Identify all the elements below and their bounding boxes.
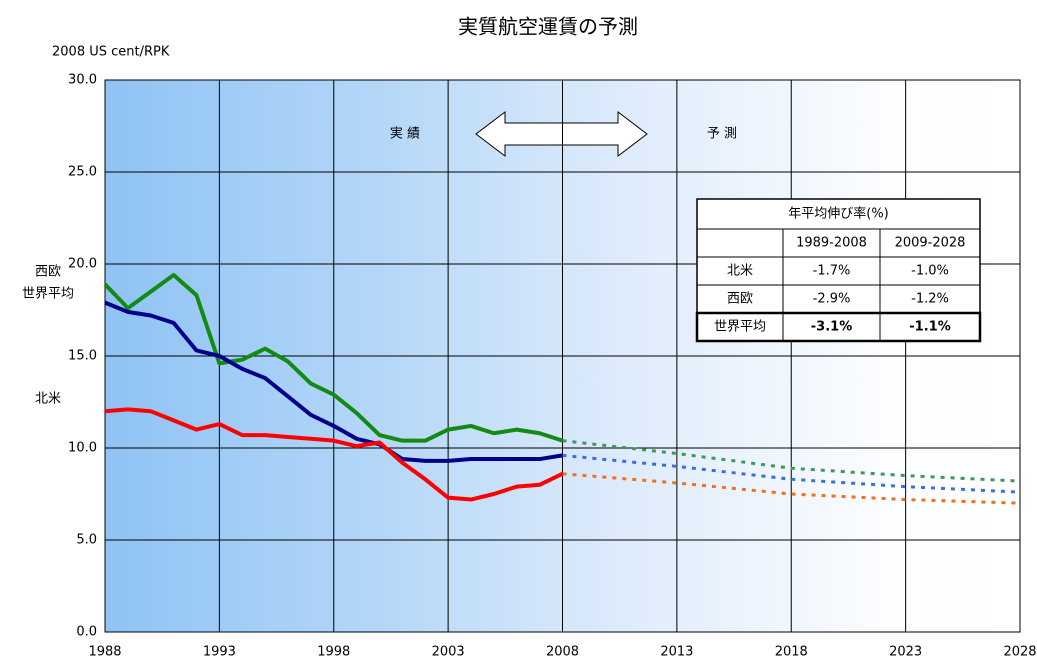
table-cell: -1.7% <box>813 264 851 279</box>
series-label: 西欧 <box>35 265 61 280</box>
x-tick-label: 2028 <box>1003 645 1036 660</box>
series-line <box>103 273 564 443</box>
table-highlight <box>695 311 982 343</box>
series-line <box>104 407 564 502</box>
x-tick-label: 2013 <box>660 645 693 660</box>
series-label: 北米 <box>35 392 61 407</box>
series-label: 世界平均 <box>22 287 74 302</box>
chart-title: 実質航空運賃の予測 <box>458 15 638 39</box>
y-tick-label: 15.0 <box>68 349 97 364</box>
table-cell: -2.9% <box>813 292 851 307</box>
x-tick-label: 2023 <box>889 645 922 660</box>
table-cell: 北米 <box>727 264 753 279</box>
x-tick-label: 2018 <box>775 645 808 660</box>
x-tick-label: 2008 <box>546 645 579 660</box>
table-title: 年平均伸び率(%) <box>788 206 889 222</box>
series-line <box>562 439 1021 483</box>
y-tick-label: 30.0 <box>68 73 97 88</box>
y-tick-label: 25.0 <box>68 165 97 180</box>
double-arrow <box>475 110 648 158</box>
y-axis-label: 2008 US cent/RPK <box>52 45 170 60</box>
table-cell: -3.1% <box>811 320 852 335</box>
plot-border <box>104 79 1021 633</box>
y-tick-label: 0.0 <box>76 625 97 640</box>
x-tick-label: 1993 <box>203 645 236 660</box>
y-tick-label: 5.0 <box>76 533 97 548</box>
annotation: 実 績 <box>390 126 420 142</box>
y-tick-label: 10.0 <box>68 441 97 456</box>
table-cell: -1.1% <box>909 320 950 335</box>
x-tick-label: 1998 <box>317 645 350 660</box>
table-cell: -1.0% <box>911 264 949 279</box>
table-column-header: 2009-2028 <box>895 236 966 251</box>
series-line <box>562 453 1021 494</box>
series-line <box>562 472 1021 505</box>
x-tick-label: 1988 <box>88 645 121 660</box>
x-tick-label: 2003 <box>432 645 465 660</box>
table-background <box>696 198 981 342</box>
table-cell: 世界平均 <box>714 320 766 335</box>
y-tick-label: 20.0 <box>68 257 97 272</box>
table-cell: 西欧 <box>727 292 753 307</box>
table-column-header: 1989-2008 <box>796 236 867 251</box>
annotation: 予 測 <box>707 127 737 142</box>
series-line <box>104 300 563 463</box>
table-cell: -1.2% <box>911 292 949 307</box>
